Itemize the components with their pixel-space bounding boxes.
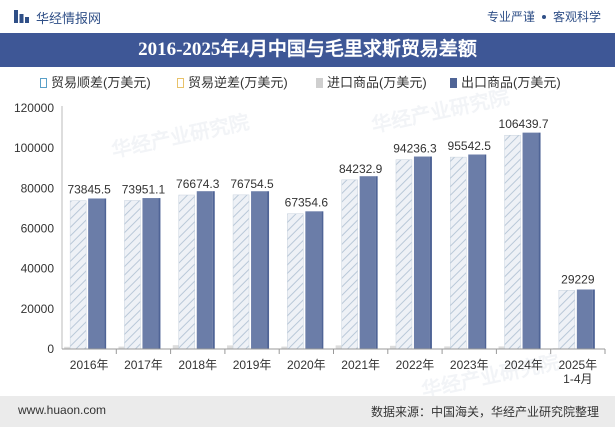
legend-label-surplus: 贸易顺差(万美元) [51,75,151,90]
tagline: 专业严谨 客观科学 [487,8,601,25]
legend-item-surplus: 贸易顺差(万美元) [40,72,151,91]
surplus-bar [69,200,87,350]
import-bar [444,346,451,349]
import-bar [172,345,179,349]
legend-label-deficit: 贸易逆差(万美元) [188,75,288,90]
surplus-bar [450,156,467,350]
x-tick-label: 2020年 [287,358,326,372]
footer: www.huaon.com 数据来源：中国海关，华经产业研究院整理 [0,396,615,427]
title-bar: 2016-2025年4月中国与毛里求斯贸易差额 [0,33,615,67]
y-tick-label: 100000 [14,141,54,155]
header-bar: 华经情报网 专业严谨 客观科学 [0,0,615,32]
legend-swatch-surplus [40,78,47,88]
y-tick-label: 40000 [21,262,55,276]
surplus-bar [178,194,195,350]
y-tick-label: 60000 [21,222,55,236]
legend-swatch-export [450,78,457,88]
x-tick-label: 2016年 [70,358,109,372]
x-tick-label: 2023年 [450,358,489,372]
y-axis: 0 20000 40000 60000 80000 100000 120000 [14,101,63,356]
import-bar [64,346,71,349]
import-bar [281,346,288,349]
tagline-right: 客观科学 [552,10,601,24]
export-bar [576,289,593,349]
export-bar [142,198,159,349]
y-tick-label: 20000 [21,302,55,316]
data-label: 76754.5 [230,177,274,191]
footer-website: www.huaon.com [18,403,107,417]
import-bar [227,345,234,349]
data-label: 106439.7 [499,117,549,131]
chart-title: 2016-2025年4月中国与毛里求斯贸易差额 [138,39,477,60]
export-bar [88,198,105,349]
y-tick-label: 0 [47,342,54,356]
x-tick-label: 2021年 [341,358,380,372]
data-label: 76674.3 [176,177,220,191]
legend-swatch-import [316,78,323,88]
legend-label-export: 出口商品(万美元) [461,75,561,90]
legend-item-deficit: 贸易逆差(万美元) [177,72,288,91]
export-bar-edge [538,132,541,349]
export-bar-edge [429,156,432,349]
export-bar-edge [158,198,161,349]
export-bar-edge [267,191,270,349]
footer-source: 数据来源：中国海关，华经产业研究院整理 [370,405,599,419]
x-tick-label: 2025年 [558,358,597,372]
y-tick-label: 120000 [14,101,54,115]
data-labels: 73845.5 73951.1 76674.3 76754.5 67354.6 84232… [67,117,594,286]
x-tick-label: 2022年 [396,358,435,372]
legend-item-export: 出口商品(万美元) [450,72,561,91]
import-bar [498,346,505,349]
bars [64,132,595,350]
data-label: 84232.9 [339,162,383,176]
x-tick-label: 2018年 [178,358,217,372]
bar-chart: 0 20000 40000 60000 80000 100000 120000 73845.… [14,101,606,386]
x-tick-label: 2019年 [233,358,272,372]
x-tick-label: 2017年 [124,358,163,372]
export-bar [251,191,268,349]
data-label: 95542.5 [448,139,492,153]
tagline-dot [541,14,546,19]
surplus-bar [558,290,576,350]
export-bar [196,191,213,349]
export-bar-edge [375,176,378,349]
export-bar [468,154,485,349]
legend: 贸易顺差(万美元) 贸易逆差(万美元) 进口商品(万美元) 出口商品(万美元) [0,72,615,94]
export-bar-edge [104,198,107,349]
x-tick-label: 2024年 [504,358,543,372]
export-bar [522,132,539,349]
export-bar-edge [212,191,215,349]
data-label: 73845.5 [67,183,111,197]
legend-item-import: 进口商品(万美元) [316,72,427,91]
surplus-bar [504,134,521,350]
x-tick-label: 1-4月 [563,372,592,386]
export-bar-edge [321,211,324,349]
import-bar [118,346,125,349]
import-bar [389,345,396,349]
y-tick-label: 80000 [21,181,55,195]
logo-icon [14,10,29,23]
legend-swatch-deficit [177,78,184,88]
surplus-bar [395,159,413,350]
legend-label-import: 进口商品(万美元) [327,75,427,90]
surplus-bar [232,194,250,350]
export-bar-edge [484,154,487,349]
data-label: 29229 [561,272,595,286]
data-label: 67354.6 [285,196,329,210]
export-bar-edge [592,289,595,349]
surplus-bar [287,213,304,350]
import-bar [335,345,342,349]
export-bar [359,176,376,349]
data-label: 73951.1 [122,182,166,196]
surplus-bar [341,179,358,350]
export-bar [413,156,430,349]
data-label: 94236.3 [393,142,437,156]
x-axis: 2016年 2017年 2018年 2019年 2020年 2021年 2022年 2023年… [62,348,606,386]
surplus-bar [124,200,141,350]
tagline-left: 专业严谨 [486,10,535,24]
export-bar [305,211,322,349]
site-name: 华经情报网 [36,11,102,26]
